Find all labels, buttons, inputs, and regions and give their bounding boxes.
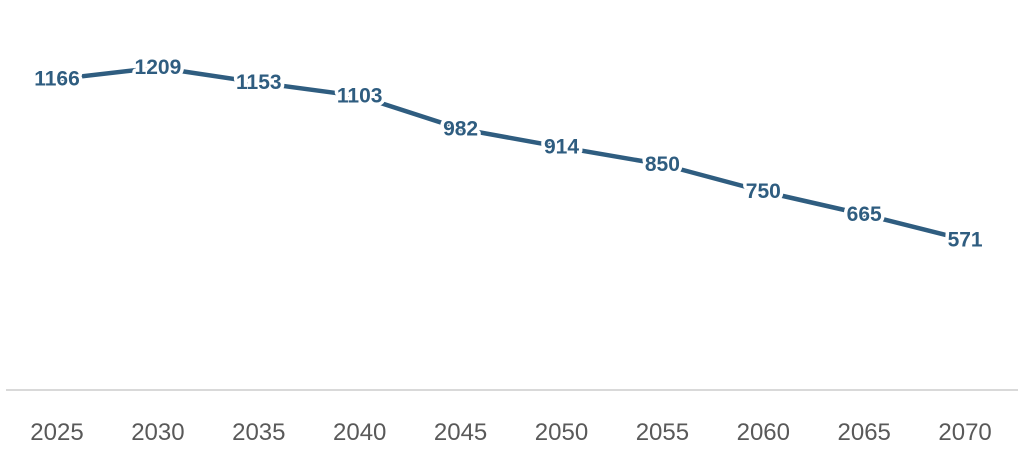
data-label-2065: 665 (847, 203, 882, 226)
data-label-2055: 850 (645, 153, 680, 176)
data-label-2070: 571 (948, 228, 983, 251)
x-tick-label-2055: 2055 (636, 419, 689, 446)
data-label-2045: 982 (443, 117, 478, 140)
data-labels: 1166 1209 1153 1103 982 914 850 750 665 571 (31, 53, 987, 255)
data-label-2035: 1153 (236, 71, 282, 94)
data-label-2030: 1209 (135, 56, 182, 79)
x-tick-label-2070: 2070 (938, 419, 991, 446)
x-tick-label-2030: 2030 (131, 419, 184, 446)
x-tick-label-2060: 2060 (737, 419, 790, 446)
x-tick-label-2045: 2045 (434, 419, 487, 446)
x-tick-labels: 2025 2030 2035 2040 2045 2050 2055 2060 2065 2070 (30, 419, 991, 446)
data-label-2060: 750 (746, 180, 781, 203)
data-label-2025: 1166 (34, 68, 80, 91)
data-label-2050: 914 (544, 136, 579, 159)
x-tick-label-2050: 2050 (535, 419, 588, 446)
x-tick-label-2040: 2040 (333, 419, 386, 446)
x-tick-label-2035: 2035 (232, 419, 285, 446)
series-line (54, 65, 968, 243)
data-label-2040: 1103 (337, 85, 383, 108)
x-tick-label-2065: 2065 (838, 419, 891, 446)
x-tick-label-2025: 2025 (30, 419, 83, 446)
